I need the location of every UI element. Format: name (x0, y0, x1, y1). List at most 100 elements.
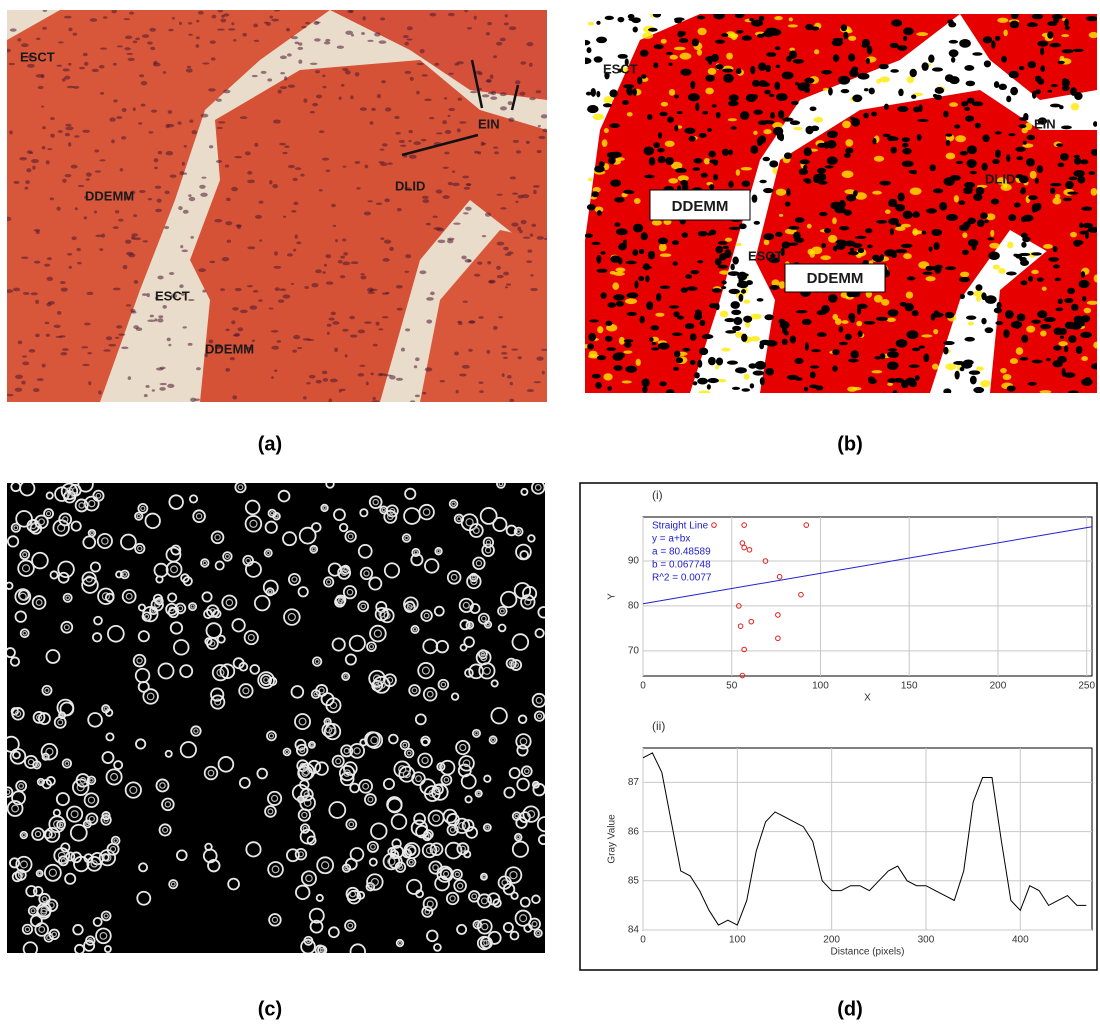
image-label: ESCT (155, 288, 190, 303)
blob (1019, 66, 1024, 70)
blob (648, 251, 655, 260)
blob (855, 236, 866, 239)
nucleus (457, 321, 462, 323)
speck (998, 268, 1005, 274)
blob (787, 375, 799, 380)
blob (967, 159, 977, 168)
nucleus (333, 225, 336, 227)
nucleus (461, 256, 466, 260)
nucleus (245, 151, 251, 155)
speck (593, 114, 604, 120)
nucleus (191, 130, 197, 134)
blob (672, 240, 679, 245)
blob (730, 301, 740, 309)
nucleus (332, 321, 339, 325)
blob (658, 132, 662, 139)
blob (887, 351, 899, 358)
nucleus (536, 357, 543, 361)
blob (1032, 13, 1043, 19)
blob (718, 241, 728, 245)
nucleus (396, 378, 403, 381)
blob (736, 68, 742, 74)
speck (841, 320, 848, 324)
blob (618, 54, 628, 59)
blob (776, 93, 787, 101)
blob (827, 131, 838, 138)
blob (804, 78, 814, 84)
nucleus (464, 187, 470, 190)
nucleus (503, 272, 509, 276)
blob (1021, 216, 1027, 222)
blob (879, 181, 891, 186)
nucleus (394, 116, 400, 119)
edge-image (3, 477, 552, 959)
nucleus (32, 166, 35, 170)
speck (1030, 171, 1037, 179)
blob (760, 340, 772, 345)
blob (903, 36, 907, 41)
nucleus (183, 326, 187, 328)
blob (813, 174, 820, 183)
blob (966, 81, 976, 87)
blob (622, 100, 629, 105)
speck (652, 220, 662, 226)
speck (788, 24, 798, 27)
blob (956, 161, 963, 164)
blob (676, 357, 683, 363)
blob (884, 249, 896, 256)
nucleus (37, 378, 44, 381)
blob (826, 140, 837, 148)
blob (589, 319, 599, 322)
blob (666, 52, 673, 55)
page: (a)(b)(c)(d)ESCTDDEMMESCTDDEMMEINDLIDESC… (0, 0, 1100, 1030)
speck (933, 329, 938, 334)
blob (715, 246, 723, 253)
nucleus (367, 288, 374, 292)
nucleus (295, 234, 298, 238)
blob (1037, 41, 1048, 47)
blob (902, 161, 914, 167)
panel-caption: (b) (837, 433, 863, 455)
nucleus (339, 96, 342, 99)
nucleus (223, 90, 230, 94)
nucleus (529, 63, 533, 67)
nucleus (537, 150, 542, 153)
blob (1050, 104, 1061, 108)
nucleus (513, 140, 519, 143)
speck (655, 313, 664, 317)
blob (716, 358, 723, 366)
blob (1064, 79, 1070, 87)
nucleus (187, 66, 191, 68)
nucleus (115, 210, 120, 213)
blob (1058, 299, 1063, 304)
blob (644, 175, 654, 179)
y-tick-label: 70 (628, 645, 640, 656)
blob (1021, 280, 1028, 285)
nucleus (342, 262, 350, 266)
speck (736, 169, 740, 176)
nucleus (5, 217, 12, 221)
nucleus (95, 235, 102, 238)
nucleus (430, 292, 435, 296)
nucleus (178, 206, 183, 210)
nucleus (426, 223, 431, 226)
blob (624, 339, 634, 342)
nucleus (463, 212, 469, 214)
blob (964, 337, 975, 342)
blob (732, 387, 740, 390)
blob (782, 71, 794, 79)
blob (943, 388, 951, 394)
blob (933, 242, 939, 250)
nucleus (523, 237, 531, 239)
blob (1065, 181, 1074, 189)
nucleus (264, 22, 268, 24)
nucleus (329, 399, 332, 403)
nucleus (172, 17, 175, 20)
nucleus (457, 128, 461, 132)
blob (690, 81, 695, 90)
speck (993, 265, 1000, 270)
blob (931, 314, 936, 321)
blob (1062, 49, 1073, 53)
nucleus (425, 367, 433, 371)
nucleus (422, 392, 426, 395)
